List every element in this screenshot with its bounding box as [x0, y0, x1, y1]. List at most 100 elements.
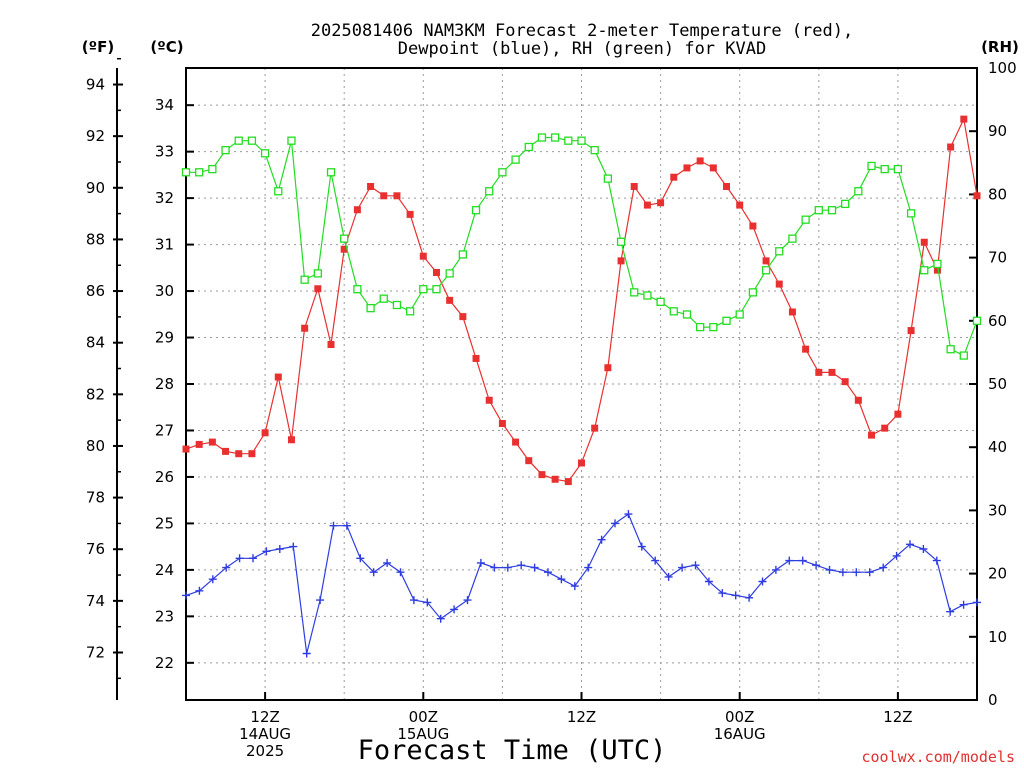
rh-series: [181, 133, 982, 360]
dewpoint-point: [611, 519, 619, 528]
rh-point: [682, 310, 692, 319]
rh-tick-label: 10: [988, 628, 1007, 646]
temperature-point: [274, 373, 282, 381]
temperature-point: [525, 457, 533, 465]
x-tick-label: 14AUG: [239, 725, 291, 743]
dewpoint-point: [879, 563, 888, 572]
temperature-point: [261, 429, 269, 437]
dewpoint-point: [222, 563, 231, 572]
dewpoint-point: [731, 591, 740, 600]
dewpoint-point: [906, 540, 914, 549]
temperature-point: [670, 173, 678, 181]
rh-axis-label: (RH): [981, 38, 1019, 56]
dewpoint-point: [973, 598, 981, 607]
x-tick-label: 15AUG: [397, 725, 449, 743]
rh-point: [392, 300, 402, 310]
rh-point: [827, 206, 837, 215]
temperature-point: [788, 308, 796, 316]
dewpoint-point: [356, 554, 365, 563]
fahrenheit-tick-label: 74: [86, 592, 105, 610]
dewpoint-point: [208, 575, 217, 584]
dewpoint-point: [704, 577, 713, 586]
dewpoint-point: [664, 572, 673, 581]
x-tick-label: 2025: [246, 742, 284, 760]
temperature-point: [657, 199, 665, 207]
rh-point: [353, 285, 362, 294]
temperature-point: [854, 396, 862, 404]
rh-point: [709, 322, 718, 332]
celsius-axis-label: (ºC): [150, 38, 183, 56]
temperature-point: [340, 245, 348, 253]
fahrenheit-tick-label: 88: [86, 230, 105, 248]
rh-point: [247, 136, 257, 145]
temperature-point: [498, 420, 506, 427]
dewpoint-point: [584, 563, 593, 572]
dewpoint-point: [557, 575, 566, 584]
temperature-series: [182, 115, 981, 486]
rh-point: [722, 316, 731, 325]
temperature-point: [419, 252, 427, 260]
celsius-tick-label: 24: [155, 561, 174, 579]
dewpoint-point: [450, 605, 459, 614]
dewpoint-point: [678, 563, 687, 572]
dewpoint-point: [745, 593, 754, 602]
dewpoint-point: [691, 561, 700, 570]
temperature-point: [182, 445, 190, 453]
rh-tick-label: 30: [988, 501, 1007, 519]
dewpoint-point: [758, 577, 767, 586]
axes-layer: 72 74 76 78 80 82 84 86 88 90 92 94 22 23 24 25 26 27 28 29…: [86, 57, 1017, 760]
temperature-point: [432, 268, 440, 276]
dewpoint-point: [570, 582, 579, 591]
rh-point: [854, 187, 863, 196]
temperature-point: [406, 210, 414, 218]
dewpoint-point: [235, 554, 244, 563]
rh-point: [748, 288, 758, 297]
temperature-point: [683, 164, 691, 172]
rh-point: [920, 266, 929, 275]
dewpoint-point: [503, 563, 512, 572]
celsius-tick-label: 23: [155, 607, 174, 625]
rh-tick-label: 60: [988, 312, 1007, 330]
dewpoint-point: [436, 614, 445, 623]
temperature-point: [446, 296, 454, 304]
rh-point: [959, 351, 968, 360]
dewpoint-point: [597, 535, 606, 544]
fahrenheit-tick-label: 76: [86, 540, 105, 558]
temperature-point: [947, 143, 955, 151]
celsius-tick-label: 32: [155, 189, 174, 207]
temperature-point: [459, 313, 467, 321]
temperature-point: [617, 257, 625, 265]
temperature-point: [195, 440, 203, 448]
rh-point: [867, 161, 876, 171]
rh-point: [814, 206, 823, 215]
dewpoint-point: [517, 561, 526, 570]
rh-point: [471, 206, 481, 215]
temperature-point: [564, 478, 572, 486]
fahrenheit-tick-label: 78: [86, 489, 105, 507]
dewpoint-point: [409, 596, 418, 605]
rh-point: [669, 307, 678, 316]
dewpoint-point: [959, 600, 968, 609]
temperature-point: [235, 450, 243, 458]
fahrenheit-tick-label: 86: [86, 282, 105, 300]
temperature-point: [380, 192, 388, 200]
rh-point: [906, 209, 916, 218]
rh-point: [801, 215, 810, 224]
temperature-point: [604, 364, 612, 372]
rh-point: [524, 142, 533, 152]
temperature-point: [881, 424, 889, 432]
rh-point: [274, 187, 283, 196]
grid-layer: [186, 68, 977, 700]
temperature-point: [868, 431, 876, 439]
dewpoint-point: [342, 521, 351, 530]
dewpoint-point: [798, 556, 807, 565]
rh-point: [511, 155, 520, 164]
temperature-point: [749, 222, 757, 230]
dewpoint-point: [275, 545, 284, 553]
series-layer: [181, 115, 982, 658]
temperature-point: [578, 459, 585, 467]
temperature-point: [591, 424, 599, 432]
temperature-point: [393, 192, 401, 200]
x-tick-label: 12Z: [250, 708, 279, 726]
dewpoint-point: [195, 586, 204, 595]
